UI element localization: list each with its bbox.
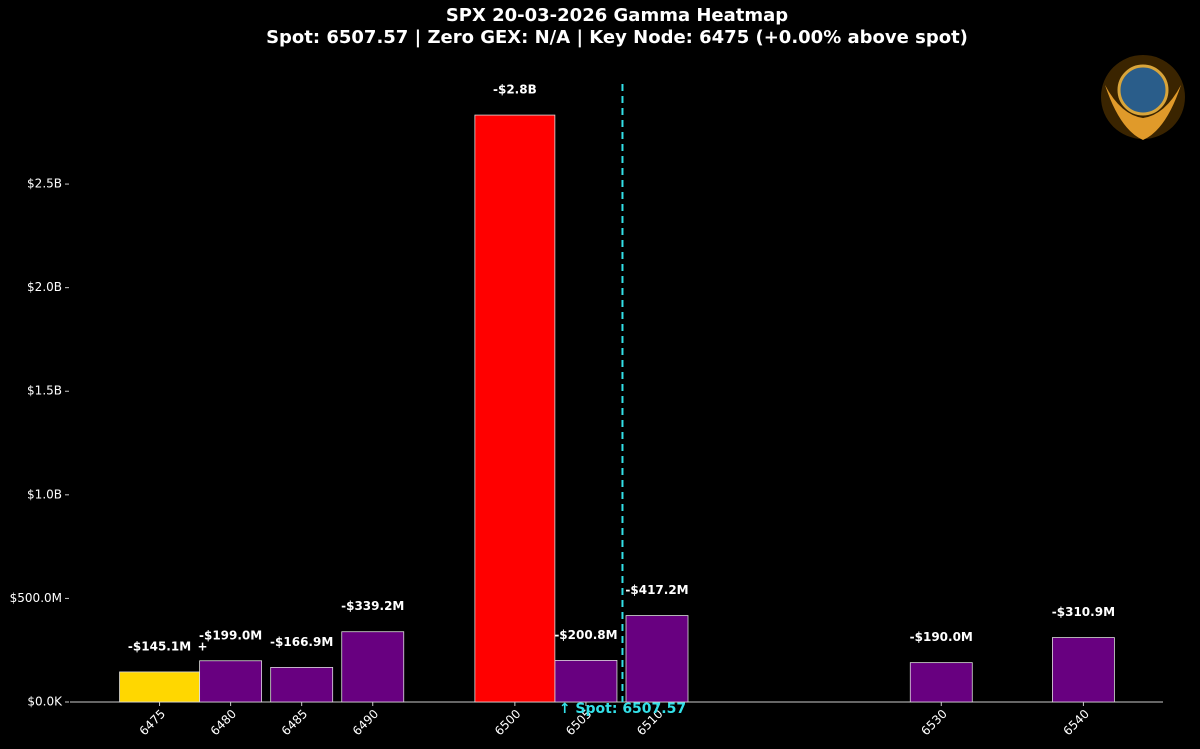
y-tick-label: $2.5B: [27, 177, 62, 191]
bar: [1052, 637, 1115, 703]
value-label: -$200.8M: [554, 628, 617, 642]
value-label: -$417.2M: [625, 583, 688, 597]
chart-subtitle: Spot: 6507.57 | Zero GEX: N/A | Key Node…: [266, 27, 968, 48]
value-label: -$310.9M: [1052, 605, 1115, 619]
bar: [199, 660, 263, 703]
bar: [119, 671, 200, 703]
logo: [1101, 55, 1185, 140]
value-label: -$166.9M: [270, 635, 333, 649]
value-label: -$199.0M: [199, 628, 262, 642]
x-tick-label: 6530: [918, 707, 949, 738]
bar: [341, 631, 405, 703]
spot-label: ↑ Spot: 6507.57: [559, 701, 686, 717]
x-tick-label: 6485: [279, 707, 310, 738]
value-label: -$190.0M: [910, 630, 973, 644]
y-tick-label: $2.0B: [27, 280, 62, 294]
value-label: -$339.2M: [341, 599, 404, 613]
bar: [909, 662, 973, 703]
x-tick-label: 6500: [492, 707, 523, 738]
x-tick-label: 6540: [1061, 707, 1092, 738]
bar: [625, 615, 689, 703]
bar: [474, 114, 556, 703]
key-marker: +: [198, 639, 208, 653]
y-tick-label: $0.0K: [27, 695, 63, 709]
x-tick-label: 6490: [350, 707, 381, 738]
value-label: -$145.1M: [128, 639, 191, 653]
y-tick-label: $500.0M: [10, 591, 62, 605]
chart-title: SPX 20-03-2026 Gamma Heatmap: [446, 5, 788, 26]
bar: [270, 667, 334, 703]
x-tick-label: 6475: [137, 707, 168, 738]
x-tick-label: 6480: [208, 707, 239, 738]
y-tick-label: $1.5B: [27, 384, 62, 398]
y-tick-label: $1.0B: [27, 487, 62, 501]
bar: [554, 659, 618, 703]
value-label: -$2.8B: [493, 83, 537, 97]
